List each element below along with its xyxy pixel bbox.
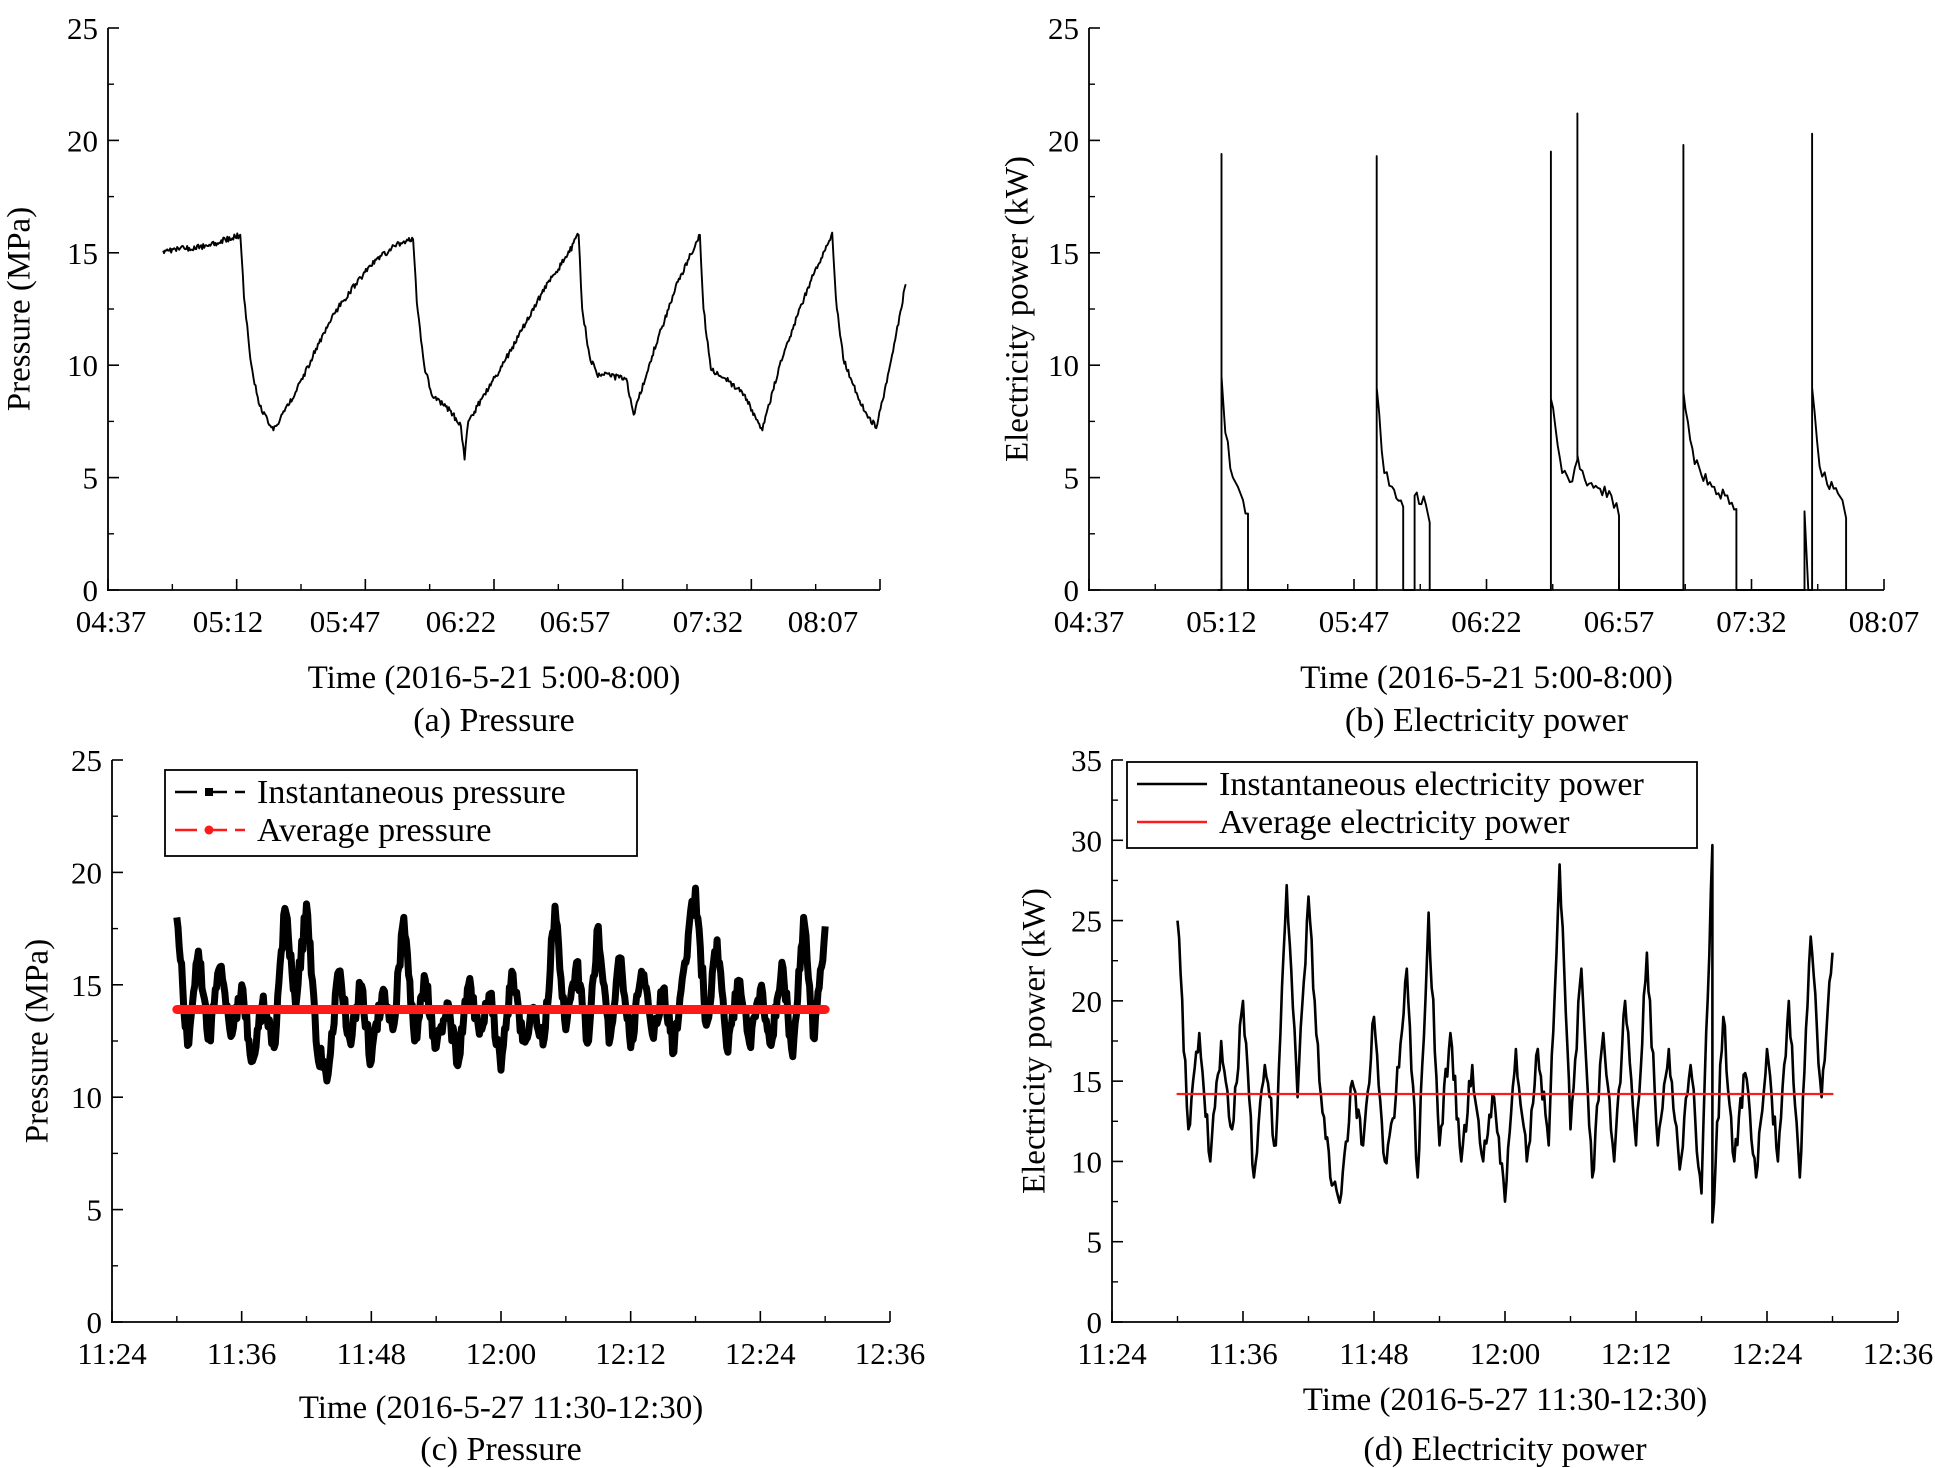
y-tick-label: 0 bbox=[83, 573, 99, 608]
x-axis-title: Time (2016-5-21 5:00-8:00) bbox=[1300, 660, 1673, 696]
y-tick-label: 10 bbox=[67, 348, 98, 383]
x-tick-label: 12:36 bbox=[855, 1336, 926, 1371]
y-tick-label: 5 bbox=[87, 1193, 103, 1228]
y-tick-label: 10 bbox=[71, 1080, 102, 1115]
x-tick-label: 12:12 bbox=[595, 1336, 666, 1371]
x-axis-title: Time (2016-5-27 11:30-12:30) bbox=[1303, 1382, 1708, 1418]
y-tick-label: 20 bbox=[67, 123, 98, 158]
y-tick-label: 5 bbox=[1064, 461, 1080, 496]
y-axis-title: Electricity power (kW) bbox=[1017, 888, 1053, 1194]
y-tick-label: 15 bbox=[1048, 236, 1079, 271]
panel-caption: (c) Pressure bbox=[420, 1431, 581, 1468]
y-tick-label: 25 bbox=[1048, 11, 1079, 46]
x-tick-label: 11:24 bbox=[1077, 1336, 1147, 1371]
x-tick-label: 12:24 bbox=[1732, 1336, 1803, 1371]
x-tick-label: 11:36 bbox=[207, 1336, 276, 1371]
x-tick-label: 05:12 bbox=[1186, 604, 1257, 639]
legend-label: Average pressure bbox=[257, 812, 491, 849]
series-line-instantaneous-electricity-power bbox=[1176, 843, 1834, 1224]
x-tick-label: 04:37 bbox=[1054, 604, 1125, 639]
x-tick-label: 12:12 bbox=[1601, 1336, 1672, 1371]
legend-swatch-marker bbox=[205, 788, 213, 796]
series-line-instantaneous-pressure bbox=[173, 884, 829, 1085]
x-axis-title: Time (2016-5-21 5:00-8:00) bbox=[308, 660, 681, 696]
legend-label: Instantaneous electricity power bbox=[1219, 766, 1645, 803]
panel-caption: (a) Pressure bbox=[413, 702, 574, 739]
x-tick-label: 12:24 bbox=[725, 1336, 796, 1371]
x-tick-label: 11:48 bbox=[1339, 1336, 1408, 1371]
y-tick-label: 5 bbox=[83, 461, 99, 496]
x-tick-label: 12:36 bbox=[1863, 1336, 1934, 1371]
y-axis-title: Pressure (MPa) bbox=[2, 207, 38, 411]
chart-panel-d: 0 5 10 15 20 25 30 35 11:24 11:36 11:48 12:00 12:12 1… bbox=[1017, 743, 1934, 1468]
x-tick-label: 06:57 bbox=[540, 604, 611, 639]
x-tick-label: 04:37 bbox=[76, 604, 147, 639]
y-tick-label: 15 bbox=[1071, 1064, 1102, 1099]
series-line-signal bbox=[162, 231, 907, 461]
series-line-signal bbox=[1217, 112, 1848, 591]
y-axis-title: Electricity power (kW) bbox=[1000, 156, 1036, 462]
y-tick-label: 20 bbox=[71, 855, 102, 890]
x-tick-label: 11:48 bbox=[337, 1336, 406, 1371]
y-tick-label: 25 bbox=[1071, 904, 1102, 939]
y-tick-label: 0 bbox=[1064, 573, 1080, 608]
chart-panel-a: 0 5 10 15 20 25 04:37 05:12 05:47 06:22 06:57 07:32… bbox=[2, 11, 907, 739]
legend-label: Average electricity power bbox=[1219, 804, 1570, 841]
x-tick-label: 12:00 bbox=[1470, 1336, 1541, 1371]
y-tick-label: 5 bbox=[1087, 1225, 1103, 1260]
x-tick-label: 08:07 bbox=[1849, 604, 1920, 639]
y-tick-label: 25 bbox=[71, 743, 102, 778]
panel-caption: (d) Electricity power bbox=[1363, 1431, 1647, 1468]
x-tick-label: 05:47 bbox=[310, 604, 381, 639]
y-tick-label: 20 bbox=[1048, 123, 1079, 158]
legend-box bbox=[164, 769, 638, 857]
y-tick-label: 0 bbox=[87, 1305, 103, 1340]
y-tick-label: 10 bbox=[1071, 1144, 1102, 1179]
x-tick-label: 06:22 bbox=[1451, 604, 1522, 639]
x-tick-label: 11:24 bbox=[77, 1336, 147, 1371]
y-tick-label: 10 bbox=[1048, 348, 1079, 383]
x-tick-label: 11:36 bbox=[1208, 1336, 1277, 1371]
panel-caption: (b) Electricity power bbox=[1345, 702, 1629, 739]
y-tick-label: 35 bbox=[1071, 743, 1102, 778]
x-tick-label: 06:22 bbox=[426, 604, 497, 639]
legend-label: Instantaneous pressure bbox=[257, 774, 566, 811]
y-tick-label: 15 bbox=[71, 968, 102, 1003]
x-tick-label: 12:00 bbox=[466, 1336, 537, 1371]
x-tick-label: 06:57 bbox=[1584, 604, 1655, 639]
x-tick-label: 07:32 bbox=[1716, 604, 1787, 639]
x-tick-label: 07:32 bbox=[673, 604, 744, 639]
y-tick-label: 0 bbox=[1087, 1305, 1103, 1340]
y-tick-label: 25 bbox=[67, 11, 98, 46]
y-tick-label: 15 bbox=[67, 236, 98, 271]
x-tick-label: 05:47 bbox=[1319, 604, 1390, 639]
legend-box bbox=[1126, 761, 1698, 849]
x-tick-label: 05:12 bbox=[193, 604, 264, 639]
legend-swatch-marker bbox=[204, 825, 214, 835]
y-tick-label: 20 bbox=[1071, 984, 1102, 1019]
y-axis-title: Pressure (MPa) bbox=[20, 939, 56, 1143]
chart-panel-c: 0 5 10 15 20 25 11:24 11:36 11:48 12:00 12:12 12:24… bbox=[20, 743, 926, 1468]
x-tick-label: 08:07 bbox=[788, 604, 859, 639]
y-tick-label: 30 bbox=[1071, 823, 1102, 858]
x-axis-title: Time (2016-5-27 11:30-12:30) bbox=[299, 1390, 704, 1426]
chart-panel-b: 0 5 10 15 20 25 04:37 05:12 05:47 06:22 06:57 07:32… bbox=[1000, 11, 1920, 739]
